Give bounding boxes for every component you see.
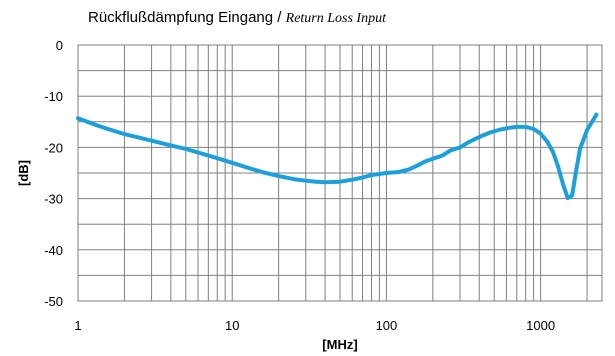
grid xyxy=(77,44,602,302)
series-line xyxy=(76,112,599,201)
chart-title-en: Return Loss Input xyxy=(285,11,386,26)
series-layer xyxy=(76,112,599,201)
x-axis-ticks: 1 10 100 1000 xyxy=(74,318,555,333)
y-tick-label: -10 xyxy=(44,89,63,104)
y-tick-label: -20 xyxy=(44,140,63,155)
x-tick-label: 100 xyxy=(376,318,398,333)
chart-title: Rückflußdämpfung Eingang / Return Loss I… xyxy=(88,9,386,27)
y-tick-label: -50 xyxy=(44,294,63,309)
x-axis-label: [MHz] xyxy=(322,337,357,352)
x-tick-label: 1 xyxy=(74,318,81,333)
x-tick-label: 1000 xyxy=(526,318,555,333)
y-tick-label: -30 xyxy=(44,192,63,207)
y-axis-label: [dB] xyxy=(16,160,31,186)
y-tick-label: -40 xyxy=(44,243,63,258)
y-axis-ticks: 0 -10 -20 -30 -40 -50 xyxy=(44,38,63,309)
plot-frame xyxy=(77,44,603,302)
chart-title-separator: / xyxy=(273,9,286,26)
chart-title-de: Rückflußdämpfung Eingang xyxy=(88,9,274,26)
y-tick-label: 0 xyxy=(56,38,63,53)
x-tick-label: 10 xyxy=(225,318,239,333)
